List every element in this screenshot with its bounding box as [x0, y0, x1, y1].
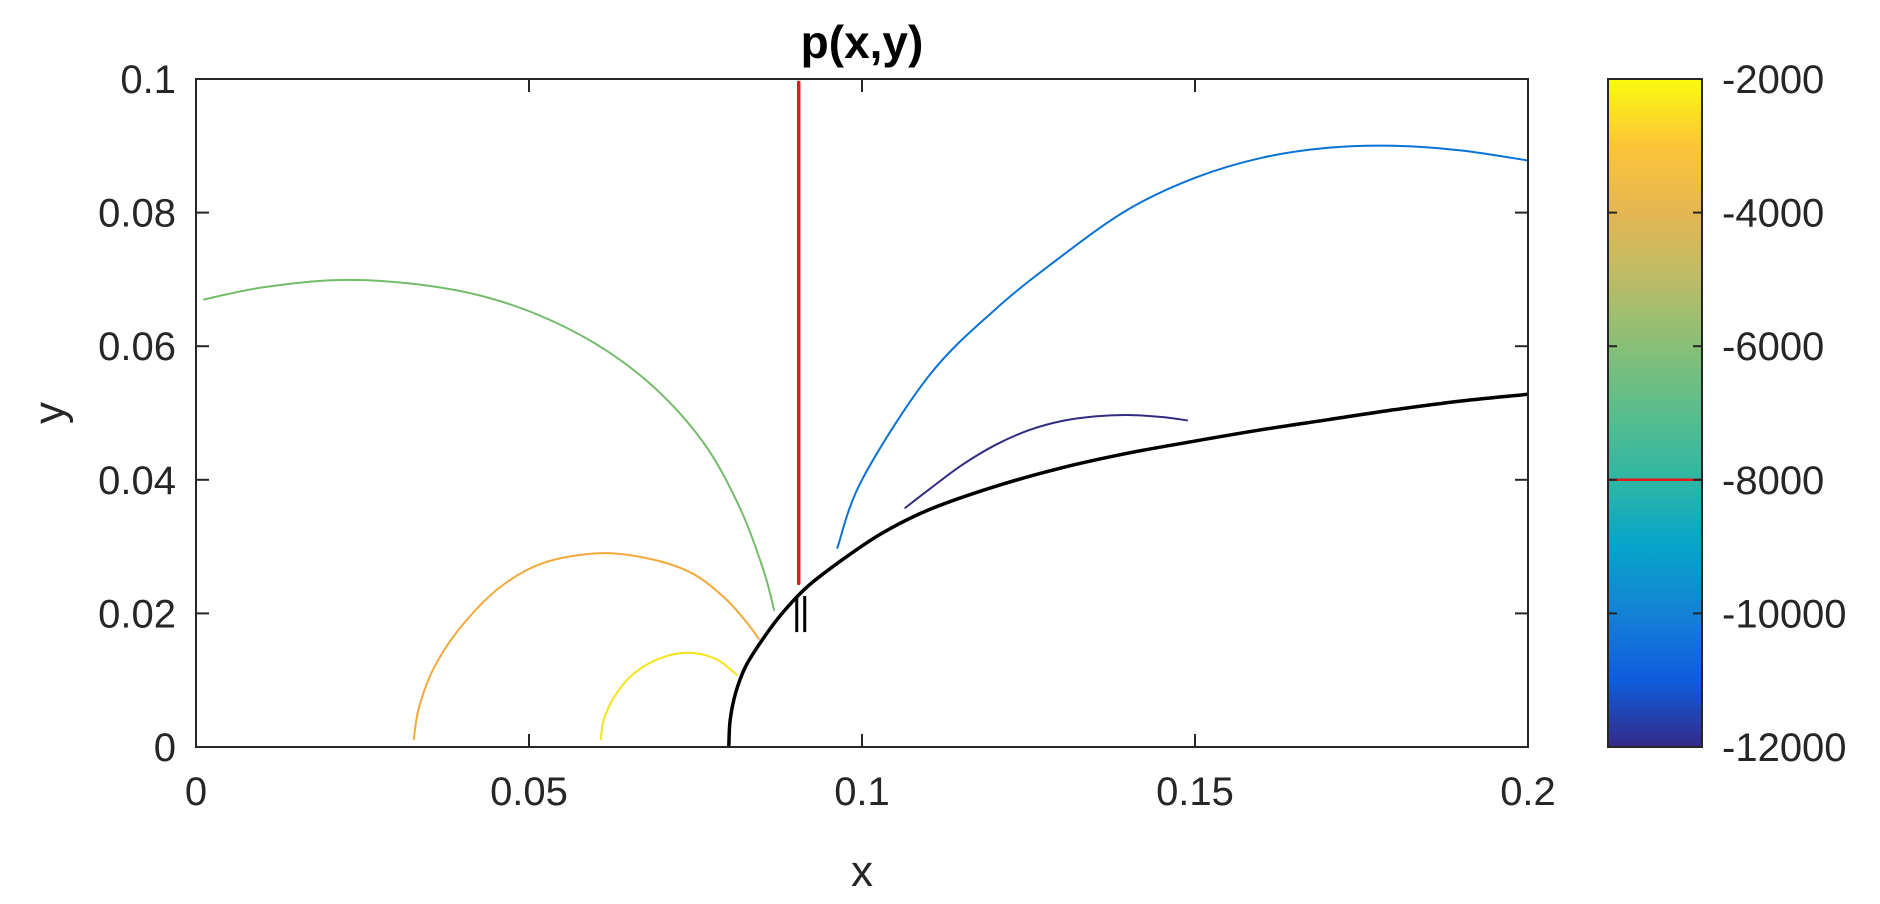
boundary-curve	[727, 392, 1528, 747]
y-tick-label-0: 0	[154, 726, 176, 770]
colorbar-tick-labels: -2000 -4000 -6000 -8000 -10000 -12000	[1722, 58, 1847, 770]
x-tick-label-2: 0.1	[834, 770, 890, 814]
y-tick-label-3: 0.06	[98, 325, 176, 369]
colorbar-tick-label-5: -12000	[1722, 726, 1847, 770]
colorbar-frame	[1607, 78, 1703, 748]
y-tick-labels: 0 0.02 0.04 0.06 0.08 0.1	[98, 58, 176, 770]
plot-background	[196, 79, 1528, 747]
x-tick-label-4: 0.2	[1500, 770, 1556, 814]
contour-lines	[202, 80, 1528, 747]
contour-line-1	[412, 552, 760, 740]
colorbar-tick-label-1: -4000	[1722, 192, 1824, 236]
y-axis-title: y	[25, 402, 74, 424]
x-tick-labels: 0 0.05 0.1 0.15 0.2	[185, 770, 1556, 814]
y-tick-label-5: 0.1	[120, 58, 176, 102]
contour-line-3	[836, 144, 1528, 549]
colorbar-tick-label-3: -8000	[1722, 459, 1824, 503]
plot-frame	[195, 78, 1529, 748]
x-axis-title: x	[851, 847, 873, 896]
colorbar-tick-label-2: -6000	[1722, 325, 1824, 369]
chart-title: p(x,y)	[801, 16, 924, 68]
plot-area	[195, 78, 1529, 748]
contour-line-0	[599, 651, 738, 740]
colorbar-fill	[1608, 79, 1702, 747]
colorbar-tick-label-0: -2000	[1722, 58, 1824, 102]
x-tick-label-0: 0	[185, 770, 207, 814]
y-tick-label-2: 0.04	[98, 459, 176, 503]
contour-line-2	[202, 278, 776, 612]
x-tick-label-1: 0.05	[490, 770, 568, 814]
x-tick-label-3: 0.15	[1156, 770, 1234, 814]
colorbar-tick-label-4: -10000	[1722, 592, 1847, 636]
contour-line-4	[904, 413, 1189, 509]
y-tick-label-4: 0.08	[98, 192, 176, 236]
colorbar: -2000 -4000 -6000 -8000 -10000 -12000	[1607, 58, 1847, 770]
y-tick-label-1: 0.02	[98, 592, 176, 636]
